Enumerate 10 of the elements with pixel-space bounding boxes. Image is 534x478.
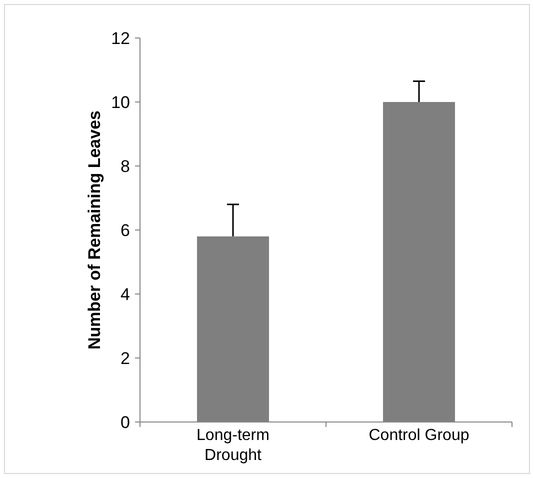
y-tick-label: 12 [111, 28, 130, 48]
y-tick-label: 8 [120, 156, 130, 176]
y-tick-label: 2 [120, 348, 130, 368]
y-tick-label: 6 [120, 220, 130, 240]
y-axis-title: Number of Remaining Leaves [85, 110, 104, 350]
y-tick-label: 4 [120, 284, 130, 304]
y-tick-label: 0 [120, 412, 130, 432]
x-tick-label: Control Group [368, 427, 470, 444]
x-tick-label: Long-term Drought [196, 427, 270, 464]
y-tick-label: 10 [111, 92, 130, 112]
